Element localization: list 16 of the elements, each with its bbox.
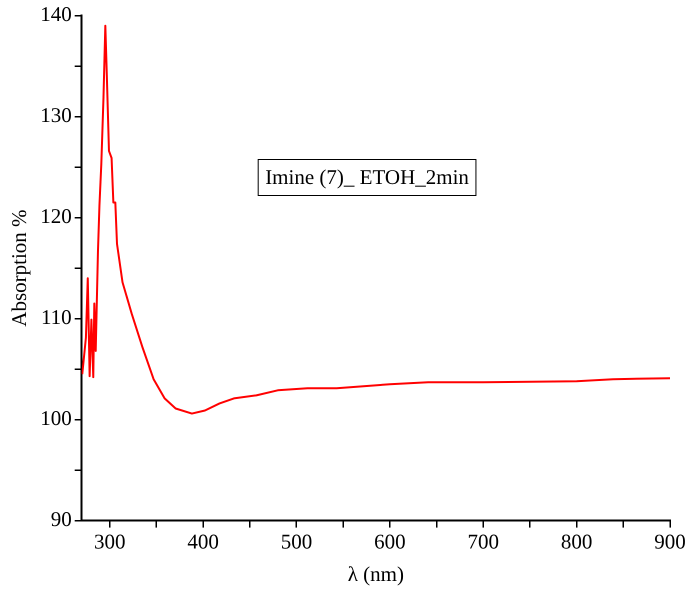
y-tick-label: 100 (40, 406, 72, 430)
x-axis-title: λ (nm) (348, 562, 404, 586)
x-tick-label: 700 (467, 530, 499, 554)
x-tick-label: 400 (187, 530, 219, 554)
y-tick-label: 90 (50, 507, 72, 532)
x-tick-label: 300 (94, 530, 126, 554)
y-axis-title: Absorption % (7, 209, 32, 327)
y-tick-label: 140 (40, 2, 72, 26)
x-tick-label: 900 (654, 530, 686, 554)
x-tick-label: 600 (374, 530, 406, 554)
annotation: Imine (7)_ ETOH_2min (265, 165, 470, 190)
x-tick-label: 800 (560, 530, 592, 554)
y-tick-label: 110 (40, 305, 72, 330)
y-tick-label: 130 (40, 103, 72, 128)
y-tick-label: 120 (40, 204, 72, 228)
x-tick-label: 500 (280, 530, 312, 554)
